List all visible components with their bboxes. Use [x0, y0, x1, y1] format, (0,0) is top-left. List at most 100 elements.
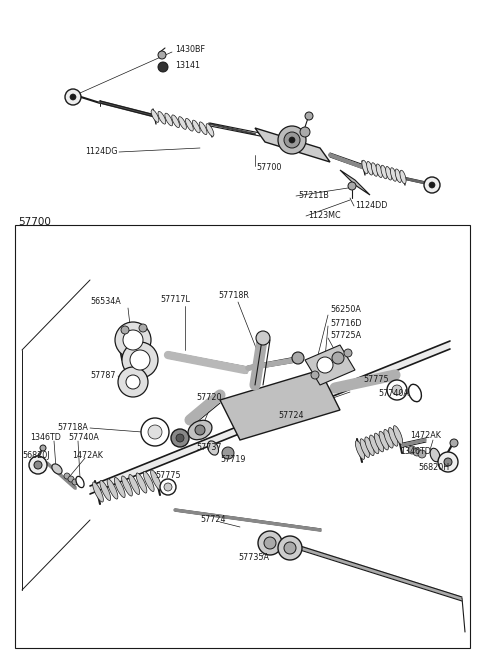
Circle shape — [126, 375, 140, 389]
Circle shape — [176, 434, 184, 442]
Circle shape — [258, 531, 282, 555]
Circle shape — [141, 418, 169, 446]
Ellipse shape — [107, 479, 118, 499]
Ellipse shape — [374, 433, 384, 452]
Ellipse shape — [100, 481, 110, 500]
Circle shape — [392, 385, 402, 395]
Bar — [15, 225, 470, 648]
Circle shape — [160, 479, 176, 495]
Text: 57716D: 57716D — [330, 318, 361, 328]
Text: 57700: 57700 — [256, 164, 281, 172]
Text: 1346TD: 1346TD — [30, 432, 61, 441]
Ellipse shape — [179, 117, 186, 129]
Circle shape — [438, 452, 458, 472]
Text: 57724: 57724 — [278, 411, 303, 419]
Ellipse shape — [372, 162, 378, 176]
Ellipse shape — [381, 165, 387, 179]
Polygon shape — [90, 341, 450, 494]
Circle shape — [332, 352, 344, 364]
Ellipse shape — [379, 431, 388, 450]
Circle shape — [278, 536, 302, 560]
Ellipse shape — [390, 168, 396, 181]
Ellipse shape — [188, 421, 212, 440]
Text: 57719: 57719 — [220, 455, 245, 464]
Polygon shape — [340, 170, 370, 195]
Text: 57725A: 57725A — [330, 331, 361, 341]
Text: 1123MC: 1123MC — [308, 210, 341, 219]
Circle shape — [158, 62, 168, 72]
Ellipse shape — [360, 439, 370, 457]
Text: 1124DG: 1124DG — [85, 147, 118, 157]
Circle shape — [387, 380, 407, 400]
Text: 1430BF: 1430BF — [175, 45, 205, 54]
Circle shape — [139, 324, 147, 332]
Ellipse shape — [144, 472, 154, 491]
Circle shape — [305, 112, 313, 120]
Ellipse shape — [206, 124, 214, 136]
Polygon shape — [305, 345, 355, 385]
Text: 57718R: 57718R — [218, 291, 249, 299]
Text: 57717L: 57717L — [160, 295, 190, 305]
Ellipse shape — [192, 120, 200, 133]
Circle shape — [413, 448, 421, 456]
Ellipse shape — [151, 470, 161, 490]
Ellipse shape — [365, 437, 374, 456]
Circle shape — [256, 331, 270, 345]
Circle shape — [292, 352, 304, 364]
Text: 57775: 57775 — [155, 472, 180, 481]
Ellipse shape — [362, 160, 368, 174]
Circle shape — [123, 330, 143, 350]
Text: 56820H: 56820H — [418, 464, 449, 472]
Circle shape — [284, 132, 300, 148]
Circle shape — [158, 51, 166, 59]
Text: 1472AK: 1472AK — [410, 430, 441, 440]
Circle shape — [222, 447, 234, 459]
Ellipse shape — [52, 464, 62, 474]
Circle shape — [115, 322, 151, 358]
Circle shape — [444, 458, 452, 466]
Ellipse shape — [129, 474, 140, 495]
Circle shape — [171, 429, 189, 447]
Circle shape — [300, 127, 310, 137]
Ellipse shape — [385, 166, 392, 180]
Text: 57735A: 57735A — [238, 553, 269, 563]
Circle shape — [118, 367, 148, 397]
Circle shape — [122, 342, 158, 378]
Circle shape — [121, 326, 129, 334]
Circle shape — [29, 456, 47, 474]
Circle shape — [64, 473, 70, 479]
Ellipse shape — [199, 122, 207, 134]
Polygon shape — [255, 128, 330, 162]
Text: 56250A: 56250A — [330, 305, 361, 314]
Circle shape — [40, 445, 46, 451]
Circle shape — [284, 542, 296, 554]
Ellipse shape — [355, 441, 365, 459]
Text: 57737: 57737 — [196, 443, 221, 451]
Text: 57724: 57724 — [200, 515, 226, 525]
Circle shape — [195, 425, 205, 435]
Ellipse shape — [136, 473, 147, 493]
Circle shape — [72, 479, 78, 485]
Text: 1346TD: 1346TD — [400, 447, 431, 457]
Text: 57740A: 57740A — [68, 432, 99, 441]
Circle shape — [164, 483, 172, 491]
Text: 56534A: 56534A — [90, 297, 121, 307]
Ellipse shape — [185, 119, 193, 131]
Ellipse shape — [207, 441, 218, 455]
Circle shape — [289, 137, 295, 143]
Ellipse shape — [400, 170, 406, 184]
Circle shape — [70, 94, 76, 100]
Ellipse shape — [93, 482, 103, 502]
Text: 56820J: 56820J — [22, 451, 49, 460]
Circle shape — [148, 425, 162, 439]
Ellipse shape — [367, 162, 373, 175]
Text: 57787: 57787 — [90, 371, 116, 379]
Ellipse shape — [393, 426, 403, 444]
Ellipse shape — [121, 476, 132, 496]
Ellipse shape — [165, 113, 173, 126]
Text: 1472AK: 1472AK — [72, 451, 103, 460]
Text: 57718A: 57718A — [57, 424, 88, 432]
Circle shape — [264, 537, 276, 549]
Circle shape — [278, 126, 306, 154]
Circle shape — [348, 182, 356, 190]
